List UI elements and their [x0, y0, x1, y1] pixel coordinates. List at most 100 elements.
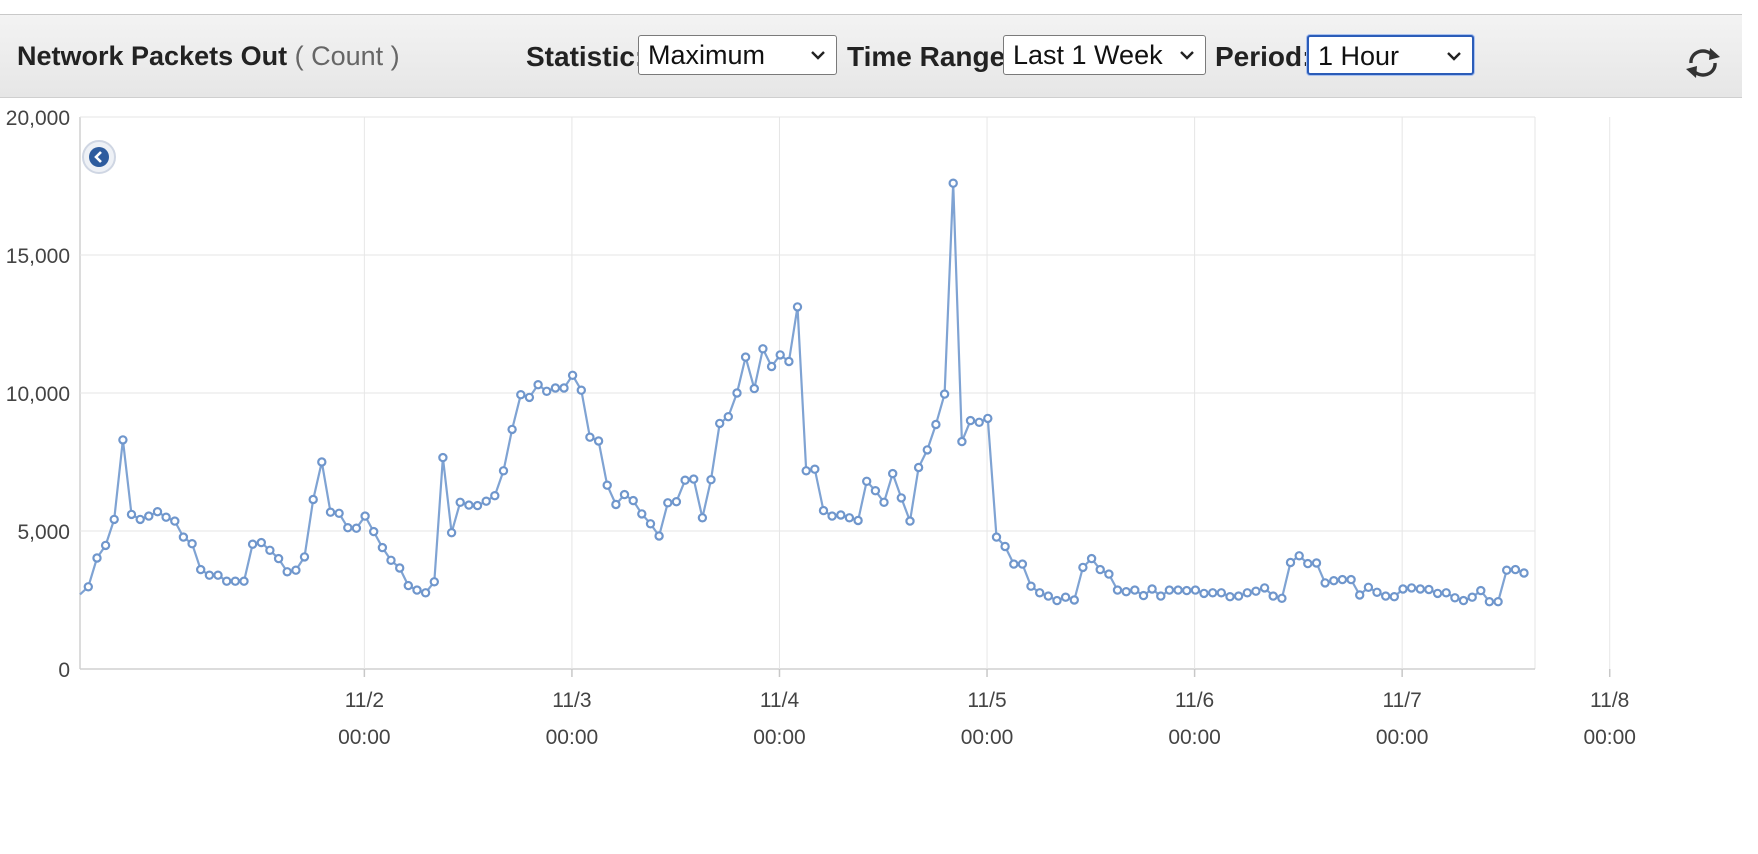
- data-point: [732, 388, 742, 398]
- data-point: [1424, 584, 1434, 595]
- x-tick-label: 11/6: [1175, 689, 1214, 712]
- data-point: [671, 497, 682, 507]
- data-point: [325, 507, 336, 517]
- data-point: [818, 505, 829, 516]
- chevron-down-icon: [1180, 51, 1194, 60]
- data-point: [836, 510, 846, 520]
- data-point: [619, 489, 630, 500]
- data-point: [152, 507, 163, 517]
- data-point: [533, 380, 543, 390]
- period-select[interactable]: 1 Hour: [1307, 35, 1474, 75]
- data-point: [1467, 592, 1477, 602]
- data-point: [689, 474, 699, 484]
- data-point: [628, 495, 638, 506]
- data-point: [464, 500, 474, 510]
- data-point: [792, 302, 803, 312]
- data-point: [1233, 591, 1244, 601]
- data-point: [939, 389, 950, 399]
- data-point: [1112, 585, 1123, 595]
- data-point: [455, 497, 465, 507]
- x-tick-label: 11/4: [760, 689, 800, 712]
- data-point: [144, 511, 154, 521]
- data-point: [1510, 564, 1521, 575]
- data-point: [438, 452, 448, 463]
- data-point: [446, 528, 457, 538]
- data-point: [472, 500, 483, 511]
- data-point: [862, 476, 872, 486]
- data-point: [1493, 597, 1503, 607]
- data-point: [922, 445, 933, 455]
- data-point: [170, 516, 180, 526]
- data-point: [204, 570, 215, 580]
- data-point: [334, 508, 344, 518]
- data-point: [230, 576, 240, 586]
- data-point: [853, 515, 863, 526]
- time-range-select[interactable]: Last 1 Week: [1003, 35, 1206, 75]
- data-point: [1372, 587, 1382, 597]
- x-tick-sublabel: 00:00: [338, 726, 391, 749]
- data-point: [386, 555, 396, 565]
- data-point: [1277, 593, 1287, 603]
- data-point: [395, 563, 405, 573]
- data-point: [810, 464, 820, 474]
- refresh-icon[interactable]: [1683, 45, 1723, 81]
- data-point: [567, 370, 578, 380]
- data-point: [118, 435, 128, 445]
- data-point: [576, 385, 587, 395]
- data-point: [611, 499, 621, 510]
- data-point: [161, 512, 171, 522]
- data-point: [1156, 591, 1166, 601]
- data-point: [559, 383, 569, 393]
- data-point: [1164, 585, 1175, 595]
- data-point: [247, 539, 258, 549]
- data-point: [749, 383, 760, 394]
- data-point: [273, 553, 284, 564]
- x-tick-sublabel: 00:00: [546, 726, 599, 749]
- data-point: [1207, 588, 1218, 598]
- data-point: [706, 475, 716, 485]
- back-arrow-icon: [94, 151, 102, 163]
- y-tick-label: 5,000: [17, 521, 70, 544]
- period-select-value: 1 Hour: [1318, 41, 1400, 71]
- chart-title: Network Packets Out ( Count ): [17, 41, 400, 72]
- data-point: [282, 567, 292, 577]
- data-point: [1138, 590, 1149, 601]
- chevron-down-icon: [1447, 52, 1461, 61]
- y-tick-label: 0: [58, 659, 70, 682]
- statistic-select-value: Maximum: [648, 40, 766, 70]
- data-point: [308, 494, 318, 505]
- data-point: [896, 493, 907, 503]
- data-point: [715, 418, 725, 429]
- data-point: [1078, 562, 1088, 573]
- data-point: [974, 417, 984, 427]
- data-point: [1251, 586, 1261, 596]
- y-tick-label: 20,000: [6, 107, 70, 130]
- data-point: [1311, 558, 1322, 568]
- data-point: [100, 540, 111, 551]
- data-point: [377, 542, 388, 553]
- time-range-label: Time Range:: [847, 41, 1015, 72]
- series-line: [87, 182, 1525, 603]
- data-point: [490, 491, 500, 501]
- data-point: [343, 523, 353, 533]
- back-button[interactable]: [82, 140, 116, 174]
- data-point: [256, 537, 266, 548]
- data-point: [1069, 595, 1080, 605]
- data-point: [1519, 568, 1529, 578]
- data-point: [1346, 574, 1356, 585]
- data-point: [1320, 578, 1330, 588]
- data-point: [1415, 584, 1426, 594]
- data-point: [801, 466, 811, 476]
- x-tick-label: 11/2: [345, 689, 384, 712]
- data-point: [481, 496, 491, 506]
- data-point: [1130, 585, 1140, 595]
- y-axis: 0 5,000 10,000 15,000 20,000: [6, 107, 70, 682]
- x-tick-label: 11/7: [1382, 689, 1421, 712]
- data-point: [1095, 564, 1105, 575]
- data-point: [654, 531, 664, 541]
- statistic-select[interactable]: Maximum: [638, 35, 837, 75]
- chart-header: Network Packets Out ( Count ) Statistic:…: [0, 15, 1742, 98]
- data-point: [1484, 597, 1495, 607]
- data-point: [585, 432, 595, 442]
- data-point: [879, 497, 889, 507]
